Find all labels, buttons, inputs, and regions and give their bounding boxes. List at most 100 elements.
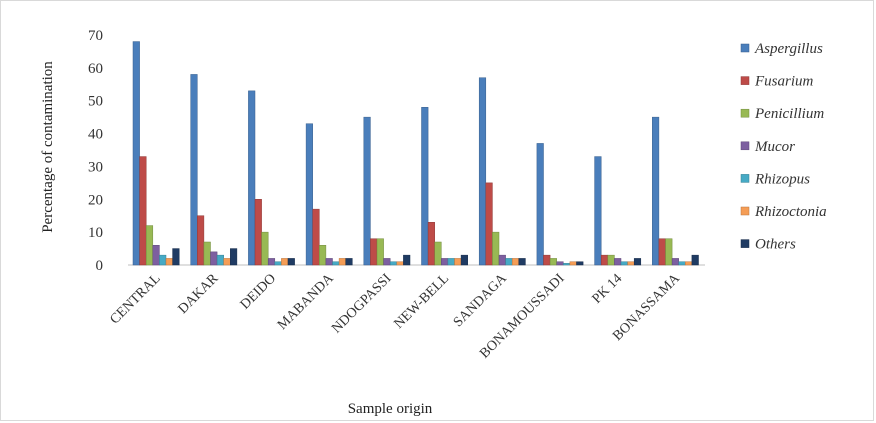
- x-tick-label: DEIDO: [238, 271, 279, 312]
- bar-others-pk-14: [633, 258, 642, 266]
- bar-penicillium-deido: [261, 231, 269, 266]
- bar-rhizoctonia-bonamoussadi: [569, 261, 577, 266]
- y-tick-label: 30: [88, 159, 103, 175]
- bar-others-deido: [287, 258, 295, 266]
- bar-rhizoctonia-sandaga: [511, 258, 520, 266]
- bar-others-bonamoussadi: [576, 261, 584, 266]
- legend-label: Others: [755, 237, 796, 253]
- bar-aspergillus-sandaga: [478, 77, 487, 266]
- y-tick-label: 70: [88, 28, 103, 44]
- bar-rhizopus-dakar: [216, 254, 224, 266]
- bar-rhizopus-sandaga: [505, 258, 513, 266]
- bar-mucor-dakar: [210, 251, 218, 266]
- bar-aspergillus-mabanda: [305, 123, 313, 266]
- bar-fusarium-pk-14: [600, 254, 609, 266]
- legend-label: Aspergillus: [754, 41, 823, 57]
- x-tick-label: PK 14: [590, 271, 626, 307]
- bar-mucor-bonassama: [671, 258, 679, 266]
- legend: Aspergillus Fusarium Penicillium Mucor Rhizo…: [740, 41, 827, 253]
- x-tick-label: NEW-BELL: [392, 271, 453, 332]
- bar-mucor-sandaga: [498, 254, 506, 266]
- bar-fusarium-central: [139, 156, 147, 266]
- legend-swatch: [740, 76, 750, 85]
- bar-rhizopus-new-bell: [447, 258, 455, 266]
- bar-others-mabanda: [345, 258, 353, 266]
- bar-aspergillus-pk-14: [594, 156, 602, 266]
- bar-mucor-deido: [267, 258, 276, 266]
- bar-rhizopus-bonassama: [678, 261, 686, 266]
- bar-penicillium-new-bell: [434, 241, 442, 266]
- bar-aspergillus-dakar: [190, 74, 198, 266]
- bar-fusarium-bonassama: [658, 238, 666, 266]
- bar-penicillium-central: [145, 225, 154, 266]
- bar-penicillium-pk-14: [607, 254, 615, 266]
- legend-swatch: [740, 239, 750, 248]
- bar-rhizoctonia-new-bell: [454, 258, 462, 266]
- bar-rhizopus-mabanda: [332, 261, 340, 266]
- bar-aspergillus-bonamoussadi: [536, 143, 544, 266]
- legend-label: Mucor: [754, 139, 795, 155]
- bar-rhizoctonia-dakar: [223, 258, 231, 266]
- bar-rhizoctonia-deido: [281, 258, 289, 266]
- x-tick-label: DAKAR: [176, 271, 222, 317]
- x-tick-label: CENTRAL: [107, 271, 163, 327]
- legend-label: Rhizopus: [754, 171, 810, 187]
- bar-rhizoctonia-mabanda: [338, 258, 346, 266]
- bar-rhizopus-deido: [274, 261, 282, 266]
- bar-penicillium-sandaga: [492, 231, 500, 266]
- bar-fusarium-dakar: [197, 215, 205, 266]
- bar-mucor-pk-14: [614, 258, 622, 266]
- bar-rhizopus-central: [159, 254, 167, 266]
- bar-penicillium-mabanda: [319, 245, 327, 266]
- bar-mucor-central: [152, 245, 160, 266]
- legend-swatch: [740, 141, 750, 151]
- bar-rhizoctonia-bonassama: [685, 261, 693, 266]
- bar-others-sandaga: [518, 258, 526, 266]
- bar-aspergillus-new-bell: [421, 107, 429, 266]
- bar-aspergillus-ndogpassi: [363, 116, 371, 266]
- bar-rhizopus-pk-14: [620, 261, 628, 266]
- x-axis-title: Sample origin: [348, 401, 433, 417]
- x-tick-label: NDOGPASSI: [329, 271, 394, 336]
- bar-penicillium-ndogpassi: [376, 238, 384, 266]
- bar-aspergillus-central: [132, 41, 140, 266]
- bar-others-bonassama: [691, 254, 699, 266]
- bar-mucor-ndogpassi: [383, 258, 391, 266]
- x-tick-label: MABANDA: [275, 271, 337, 333]
- bar-others-dakar: [230, 248, 238, 266]
- legend-label: Penicillium: [754, 106, 824, 122]
- bar-mucor-bonamoussadi: [556, 261, 564, 266]
- y-tick-label: 0: [96, 258, 104, 274]
- y-tick-label: 20: [88, 192, 103, 208]
- legend-swatch: [740, 43, 750, 53]
- bar-penicillium-bonassama: [665, 238, 673, 266]
- bar-penicillium-bonamoussadi: [549, 258, 557, 266]
- bar-penicillium-dakar: [203, 241, 211, 266]
- bar-rhizoctonia-ndogpassi: [396, 261, 404, 266]
- legend-swatch: [740, 206, 750, 216]
- x-axis-categories: CENTRAL DAKAR DEIDOMABANDANDOGPASSINEW-BEL…: [107, 271, 683, 362]
- bar-mucor-new-bell: [441, 258, 449, 266]
- legend-label: Rhizoctonia: [754, 204, 827, 220]
- y-tick-label: 60: [88, 61, 103, 77]
- bar-fusarium-bonamoussadi: [543, 254, 551, 266]
- bar-fusarium-ndogpassi: [370, 238, 378, 266]
- bar-aspergillus-deido: [248, 90, 256, 266]
- y-tick-label: 10: [88, 225, 103, 241]
- bar-fusarium-mabanda: [312, 208, 320, 266]
- y-tick-label: 40: [88, 127, 103, 143]
- legend-swatch: [740, 174, 750, 183]
- bar-aspergillus-bonassama: [652, 116, 660, 266]
- y-tick-label: 50: [88, 94, 103, 110]
- bar-rhizoctonia-central: [165, 258, 173, 266]
- legend-label: Fusarium: [754, 74, 814, 90]
- y-axis-title: Percentage of contamination: [40, 61, 56, 233]
- bar-fusarium-sandaga: [485, 182, 493, 266]
- bar-mucor-mabanda: [325, 258, 333, 266]
- bar-fusarium-new-bell: [427, 222, 435, 266]
- bar-others-new-bell: [460, 254, 468, 266]
- bar-rhizoctonia-pk-14: [627, 261, 635, 266]
- bars: [132, 41, 699, 266]
